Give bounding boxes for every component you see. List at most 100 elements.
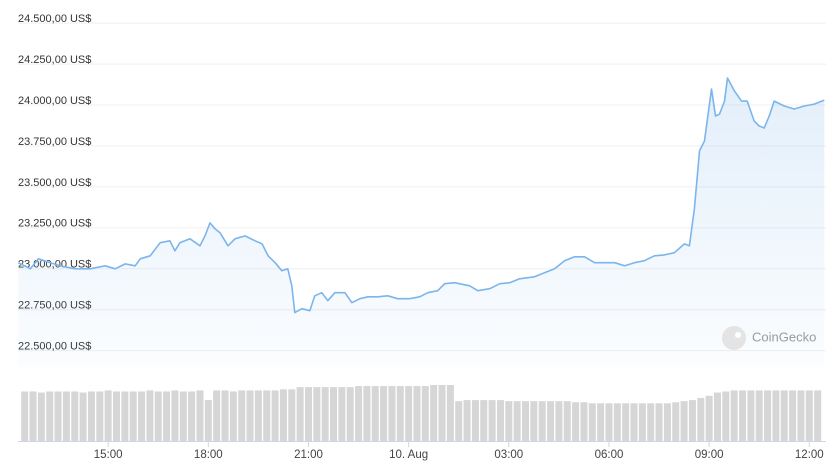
x-tick-label: 10. Aug (389, 449, 428, 461)
x-tick-label: 09:00 (695, 449, 724, 461)
volume-bar (355, 386, 363, 441)
price-area (18, 78, 825, 367)
volume-bar (71, 391, 79, 441)
x-tick-label: 21:00 (294, 449, 323, 461)
volume-bar (663, 403, 671, 441)
x-tick-label: 03:00 (494, 449, 523, 461)
watermark: CoinGecko (722, 326, 816, 350)
volume-bar (96, 391, 104, 441)
volume-bar (814, 390, 822, 441)
volume-bar (129, 391, 137, 441)
volume-bar (430, 385, 438, 441)
volume-bar (171, 390, 179, 441)
y-tick-label: 24.250,00 US$ (18, 54, 91, 66)
volume-bar (388, 386, 396, 441)
volume-bar (196, 390, 204, 441)
volume-bar (104, 390, 112, 441)
volume-bar (789, 390, 797, 441)
volume-bar (21, 391, 29, 441)
volume-bar (797, 390, 805, 441)
volume-bar (296, 387, 304, 441)
watermark-logo (722, 326, 746, 350)
volume-bar (538, 401, 546, 441)
volume-bar (29, 391, 37, 441)
volume-bar (572, 402, 580, 441)
volume-bar (772, 390, 780, 441)
volume-bar (446, 385, 454, 441)
y-tick-label: 23.250,00 US$ (18, 218, 91, 230)
volume-bar (313, 387, 321, 441)
volume-bar (672, 402, 680, 441)
volume-bar (121, 391, 129, 441)
volume-bar (221, 390, 229, 441)
volume-bar (62, 391, 70, 441)
volume-bar (471, 400, 479, 441)
volume-bar (204, 400, 212, 441)
volume-bar (705, 395, 713, 441)
volume-bar (747, 390, 755, 441)
volume-bar (79, 392, 87, 441)
volume-bar (46, 391, 54, 441)
volume-bar (112, 391, 121, 441)
volume-bar (37, 392, 45, 441)
volume-bar (697, 397, 705, 441)
volume-bar (580, 402, 588, 441)
volume-bar (413, 386, 421, 441)
volume-bar (346, 387, 354, 441)
volume-bar (396, 386, 404, 441)
volume-bar (154, 391, 162, 441)
volume-bar (254, 390, 262, 441)
volume-bar (330, 387, 338, 441)
volume-bar (755, 390, 763, 441)
price-line (17, 77, 825, 314)
volume-bar (463, 400, 471, 441)
volume-bar (263, 390, 271, 441)
y-tick-label: 23.500,00 US$ (18, 177, 91, 189)
watermark-text: CoinGecko (752, 329, 816, 344)
volume-bar (555, 401, 563, 441)
x-tick-label: 15:00 (94, 449, 123, 461)
volume-bar (455, 401, 463, 441)
volume-bar (521, 401, 530, 441)
volume-bar (655, 403, 663, 441)
volume-bar (380, 386, 388, 441)
volume-bar (213, 390, 221, 441)
volume-bar (163, 391, 171, 441)
volume-bar (547, 401, 555, 441)
volume-bar (713, 392, 721, 441)
volume-bar (613, 403, 621, 441)
volume-bar (488, 400, 496, 441)
volume-bar (421, 386, 429, 441)
volume-bar (630, 403, 638, 441)
volume-bar (371, 386, 379, 441)
volume-bar (513, 401, 521, 441)
volume-bar (87, 391, 95, 441)
volume-bar (229, 391, 237, 441)
x-tick-label: 06:00 (595, 449, 624, 461)
watermark-logo-eye (735, 332, 741, 338)
volume-bar (647, 403, 655, 441)
volume-bar (739, 390, 747, 441)
volume-bar (238, 390, 246, 441)
volume-bar (179, 391, 187, 441)
volume-bar (680, 401, 688, 441)
volume-bar (722, 391, 730, 441)
volume-bar (480, 400, 488, 441)
volume-bar (563, 401, 571, 441)
volume-bar (321, 387, 329, 441)
volume-bar (496, 400, 504, 441)
volume-bar (805, 390, 813, 441)
x-tick-label: 18:00 (194, 449, 223, 461)
y-tick-label: 23.750,00 US$ (18, 136, 91, 148)
volume-bar (271, 390, 279, 441)
volume-bar (597, 403, 605, 441)
volume-bar (138, 391, 146, 441)
volume-bar (505, 401, 513, 441)
volume-bar (288, 389, 296, 441)
volume-bar (246, 390, 254, 441)
volume-bar (780, 390, 788, 441)
volume-bar (188, 391, 196, 441)
volume-bar (438, 385, 446, 441)
volume-bar (304, 387, 312, 441)
